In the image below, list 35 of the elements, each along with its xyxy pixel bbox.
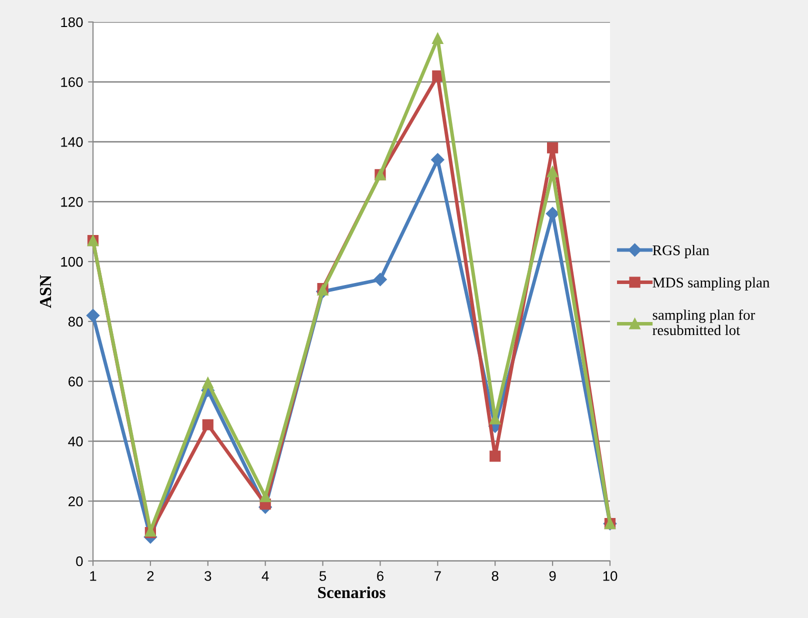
y-tick-label: 80	[68, 316, 83, 327]
point	[490, 450, 501, 462]
legend-label: MDS sampling plan	[652, 277, 770, 291]
y-tick-label: 180	[61, 17, 83, 28]
x-tick-label: 3	[204, 571, 212, 581]
x-tick-label: 6	[377, 571, 384, 581]
point	[374, 272, 387, 286]
point	[86, 308, 100, 322]
x-tick-label: 9	[549, 571, 556, 581]
x-tick-label: 8	[492, 571, 498, 581]
x-tick-label: 10	[603, 571, 618, 581]
point	[547, 142, 558, 154]
x-tick-label: 7	[434, 571, 441, 581]
y-tick-label: 140	[61, 137, 83, 147]
x-axis-title: Scenarios	[318, 586, 386, 598]
x-tick-label: 1	[90, 571, 96, 581]
y-axis-title: ASN	[40, 275, 52, 308]
y-tick-label: 100	[61, 256, 83, 267]
y-tick-label: 0	[76, 556, 83, 566]
x-tick-label: 4	[262, 571, 269, 581]
legend-label: RGS plan	[652, 244, 710, 258]
point	[432, 32, 444, 44]
y-tick-label: 160	[61, 77, 83, 88]
point	[202, 419, 214, 430]
point	[202, 377, 214, 388]
point	[547, 166, 558, 178]
legend-label: sampling plan for resubmitted lot	[652, 309, 756, 336]
point	[260, 491, 271, 502]
y-tick-label: 20	[68, 496, 83, 506]
y-tick-label: 120	[61, 197, 83, 207]
y-tick-label: 40	[68, 436, 83, 446]
y-tick-label: 60	[68, 376, 83, 387]
x-tick-label: 2	[147, 571, 154, 581]
x-tick-label: 5	[319, 571, 326, 581]
point	[431, 153, 444, 166]
